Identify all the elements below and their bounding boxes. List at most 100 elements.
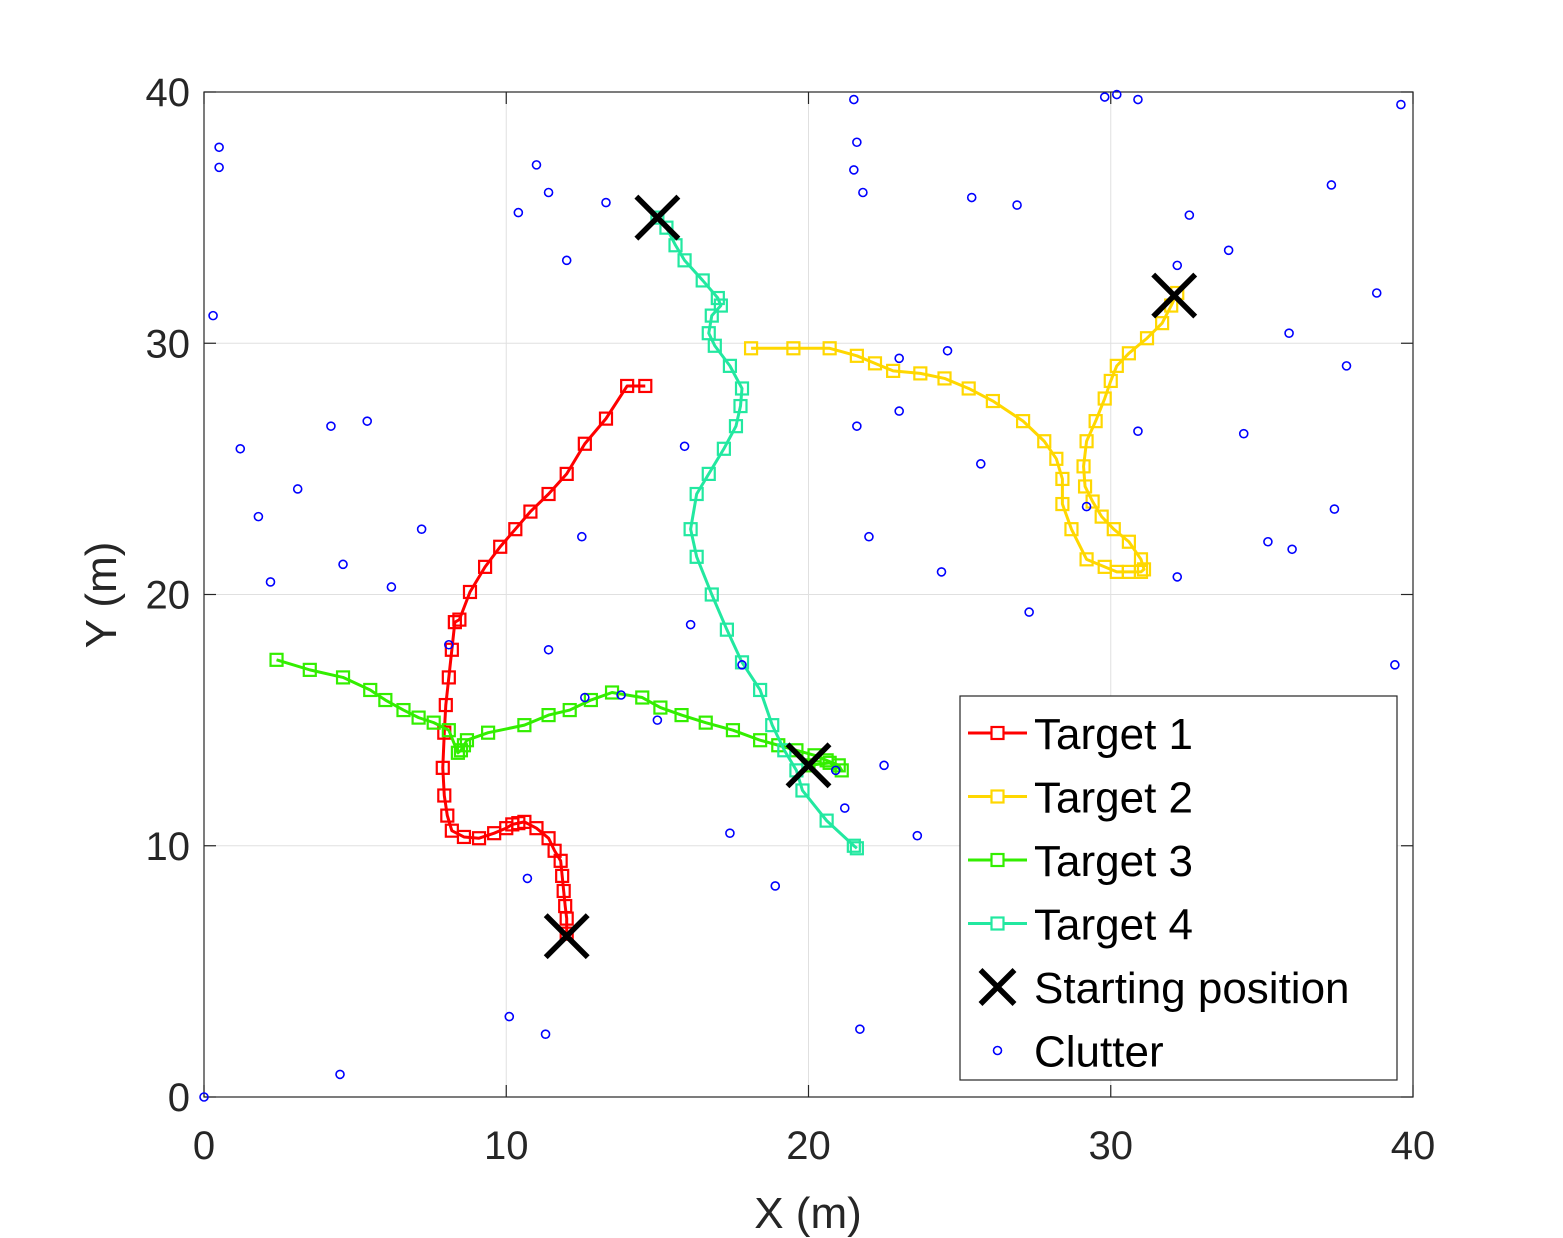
clutter-point — [531, 160, 542, 170]
series-marker — [1079, 434, 1094, 449]
series-marker — [689, 549, 704, 564]
clutter-point — [894, 406, 904, 416]
clutter-point — [1012, 200, 1022, 210]
series-marker — [508, 522, 523, 537]
clutter-point — [416, 524, 427, 534]
series-marker — [985, 393, 1000, 409]
clutter-point — [386, 582, 397, 592]
legend-item-starting-position: Starting position — [978, 964, 1350, 1013]
clutter-point — [543, 644, 554, 655]
clutter-point — [326, 421, 336, 431]
series-marker — [477, 559, 493, 574]
series-marker — [650, 210, 665, 225]
x-axis-label: X (m) — [754, 1189, 862, 1238]
series-4 — [650, 210, 864, 856]
series-2 — [743, 285, 1185, 579]
series-marker — [411, 710, 426, 725]
series-marker — [728, 419, 744, 434]
series-marker — [795, 783, 810, 798]
series-marker — [635, 690, 650, 705]
tick-labels: 0 10 20 30 40 0 10 20 30 40 — [146, 71, 1436, 1168]
series-marker — [638, 378, 653, 394]
legend-label: Target 2 — [1034, 774, 1193, 823]
x-stroke — [1151, 272, 1198, 319]
series-marker — [674, 707, 689, 723]
x-stroke — [785, 742, 832, 789]
clutter-point — [1329, 504, 1340, 514]
legend-marker — [990, 852, 1005, 868]
series-marker — [444, 642, 459, 657]
series-marker — [1097, 391, 1112, 406]
series-1 — [435, 378, 653, 941]
clutter-point — [1238, 428, 1249, 439]
clutter-point — [522, 873, 533, 884]
clutter-point — [864, 531, 874, 542]
clutter-point — [1099, 92, 1110, 102]
series-marker — [1049, 451, 1064, 466]
series-marker — [1037, 434, 1052, 449]
clutter-point — [235, 443, 246, 454]
series-marker — [1077, 479, 1093, 494]
series-marker — [753, 682, 768, 698]
series-marker — [363, 682, 378, 698]
axes-box — [203, 91, 1414, 1098]
clutter-point — [1287, 544, 1297, 555]
legend-item-target-4: Target 4 — [968, 901, 1193, 950]
series-marker — [733, 398, 748, 414]
x-tick-label: 0 — [193, 1124, 215, 1168]
clutter-point — [1326, 180, 1337, 190]
legend-label: Target 1 — [1034, 710, 1193, 759]
series-marker — [517, 718, 532, 733]
series-marker — [559, 466, 574, 481]
clutter-point — [685, 619, 696, 630]
clutter-point — [265, 577, 276, 587]
legend-item-target-1: Target 1 — [968, 710, 1193, 759]
series-marker — [1103, 373, 1118, 389]
legend-label: Target 3 — [1034, 837, 1193, 886]
clutter-point — [444, 639, 454, 650]
series-marker — [471, 831, 487, 846]
series-marker — [707, 338, 722, 353]
clutter-point — [849, 165, 859, 175]
series-marker — [396, 702, 411, 718]
clutter-point — [858, 187, 868, 198]
series-marker — [335, 670, 351, 685]
series-marker — [753, 733, 768, 748]
series-marker — [937, 371, 952, 386]
clutter-point — [839, 803, 850, 813]
clutter-point — [214, 142, 224, 153]
series-marker — [701, 466, 716, 481]
series-marker — [556, 883, 571, 899]
clutter-point — [561, 255, 572, 266]
series-marker — [765, 718, 780, 733]
series-marker — [722, 358, 738, 373]
series-marker — [541, 831, 556, 846]
clutter-point — [1223, 245, 1234, 256]
clutter-point — [335, 1069, 345, 1080]
clutter-point — [616, 690, 626, 700]
clutter-group — [199, 89, 1406, 1102]
series-marker — [704, 308, 719, 323]
series-marker — [452, 612, 467, 627]
clutter-point — [1081, 501, 1092, 512]
clutter-point — [770, 881, 781, 891]
series-marker — [440, 808, 455, 823]
series-marker — [716, 441, 731, 456]
legend-box — [959, 695, 1398, 1081]
series-marker — [598, 411, 614, 426]
series-marker — [743, 341, 759, 356]
clutter-point — [912, 830, 923, 841]
series-marker — [378, 692, 393, 708]
y-tick-label: 20 — [146, 574, 191, 618]
series-marker — [695, 273, 710, 288]
series-marker — [659, 220, 674, 235]
clutter-point — [942, 345, 953, 356]
series-marker — [438, 697, 453, 713]
series-marker — [577, 436, 592, 451]
series-marker — [435, 760, 450, 775]
series-marker — [437, 788, 452, 803]
series-marker — [725, 723, 741, 738]
series-marker — [913, 366, 928, 381]
series-marker — [1121, 346, 1136, 361]
series-marker — [541, 486, 556, 502]
